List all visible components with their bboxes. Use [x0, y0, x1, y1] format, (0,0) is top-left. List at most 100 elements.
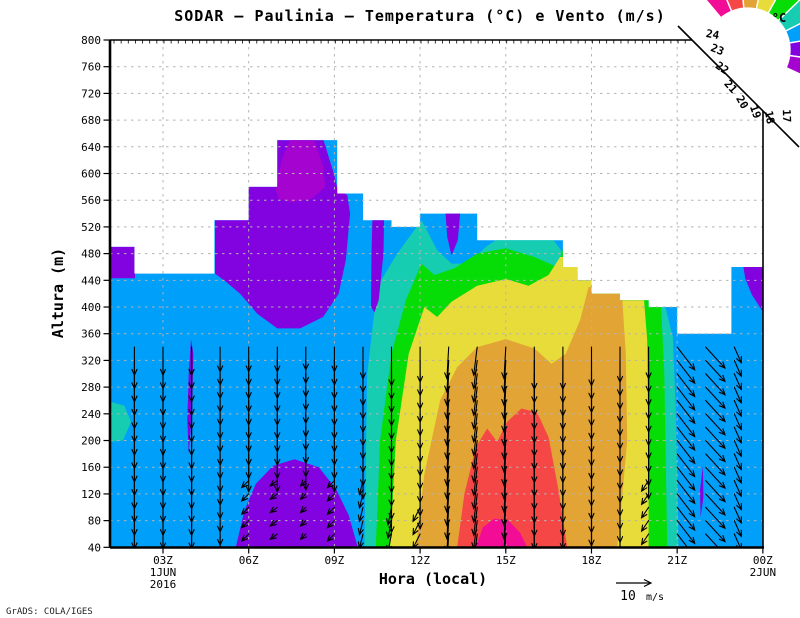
wind-arrow — [388, 346, 395, 387]
wind-arrow — [357, 480, 364, 496]
wind-arrow — [471, 520, 478, 548]
wind-arrow — [733, 373, 742, 391]
wind-arrow — [762, 439, 763, 442]
ytick-label-760: 760 — [81, 61, 101, 74]
wind-arrow — [676, 439, 696, 465]
wind-arrow — [619, 546, 621, 548]
ytick-label-560: 560 — [81, 194, 101, 207]
wind-arrow — [705, 466, 726, 490]
wind-arrow — [676, 520, 696, 545]
wind-arrow — [705, 386, 726, 410]
wind-arrow — [705, 546, 708, 548]
wind-arrow — [733, 506, 742, 525]
xtick-label-06Z: 06Z — [239, 554, 259, 567]
wind-arrow — [159, 346, 167, 377]
wind-arrow — [417, 346, 424, 384]
wind-arrow — [299, 479, 307, 487]
wind-arrow — [471, 506, 478, 537]
wind-arrow — [762, 533, 763, 536]
wind-arrow — [645, 346, 652, 380]
reference-arrow-unit: m/s — [646, 592, 664, 603]
wind-arrow — [676, 359, 696, 385]
wind-arrow — [412, 506, 421, 523]
wind-arrow — [240, 480, 250, 489]
wind-arrow — [705, 439, 726, 463]
date-label-2016: 2016 — [150, 578, 177, 591]
legend-value-18: 18 — [762, 110, 777, 125]
wind-arrow — [390, 546, 393, 548]
ytick-label-120: 120 — [81, 488, 101, 501]
wind-arrow — [471, 480, 478, 510]
wind-arrow — [762, 493, 763, 495]
wind-arrow — [733, 426, 742, 445]
legend-value-22: 22 — [713, 59, 731, 77]
wind-arrow — [762, 359, 763, 362]
ytick-label-800: 800 — [81, 34, 101, 47]
wind-arrow — [299, 519, 307, 527]
ytick-label-680: 680 — [81, 114, 101, 127]
wind-arrow — [471, 426, 478, 457]
xtick-label-09Z: 09Z — [324, 554, 344, 567]
xtick-label-18Z: 18Z — [582, 554, 602, 567]
wind-arrow — [733, 439, 742, 458]
band-region-purple-cold-core — [275, 140, 326, 203]
wind-arrow — [562, 546, 564, 548]
wind-arrow — [640, 506, 650, 519]
ytick-label-600: 600 — [81, 168, 101, 181]
wind-arrow — [762, 413, 763, 415]
wind-arrow — [762, 453, 763, 455]
wind-arrow — [386, 533, 393, 548]
wind-arrow — [676, 466, 696, 492]
wind-arrow — [299, 492, 307, 501]
wind-arrow — [326, 493, 335, 502]
ytick-label-440: 440 — [81, 274, 101, 287]
wind-arrow — [219, 546, 221, 548]
wind-arrow — [676, 413, 696, 438]
ytick-label-400: 400 — [81, 301, 101, 314]
wind-arrow — [640, 480, 650, 493]
wind-arrow — [471, 413, 478, 444]
xtick-label-21Z: 21Z — [667, 554, 687, 567]
wind-arrow — [676, 386, 696, 411]
wind-arrow — [471, 373, 478, 404]
wind-arrow — [733, 520, 742, 538]
wind-arrow — [705, 359, 726, 383]
xtick-label-03Z: 03Z — [153, 554, 173, 567]
wind-arrow — [531, 346, 538, 391]
date-label-1JUN: 1JUN — [150, 566, 177, 579]
wind-arrow — [640, 493, 650, 506]
legend-value-23: 23 — [709, 41, 726, 58]
wind-vector-arrows — [131, 346, 763, 548]
band-region-violet-corner-00Z — [742, 263, 763, 312]
wind-reference-arrow: 10 m/s — [616, 578, 664, 604]
wind-arrow — [245, 346, 252, 373]
wind-arrow — [299, 506, 307, 514]
legend-value-20: 20 — [733, 93, 751, 111]
gridlines — [110, 40, 763, 548]
wind-arrow — [762, 520, 763, 522]
ytick-label-280: 280 — [81, 381, 101, 394]
wind-arrow — [357, 533, 364, 548]
wind-arrow — [326, 480, 335, 489]
wind-arrow — [705, 346, 726, 370]
wind-arrow — [676, 399, 696, 425]
wind-arrow — [471, 439, 478, 470]
wind-arrow — [131, 346, 138, 377]
legend-wedge-20-21 — [767, 0, 800, 22]
wind-arrow — [676, 480, 696, 505]
legend-value-24: 24 — [705, 27, 721, 42]
wind-arrow — [299, 532, 307, 541]
wind-arrow — [471, 466, 478, 497]
wind-arrow — [762, 506, 763, 509]
x-axis-label: Hora (local) — [379, 570, 487, 588]
wind-arrow — [733, 386, 742, 405]
wind-arrow — [533, 546, 535, 548]
reference-arrow-head — [643, 578, 653, 588]
wind-arrow — [269, 479, 278, 487]
wind-arrow — [762, 399, 763, 402]
wind-arrow — [412, 533, 421, 548]
wind-arrow — [447, 533, 450, 548]
wind-arrow — [733, 493, 742, 511]
